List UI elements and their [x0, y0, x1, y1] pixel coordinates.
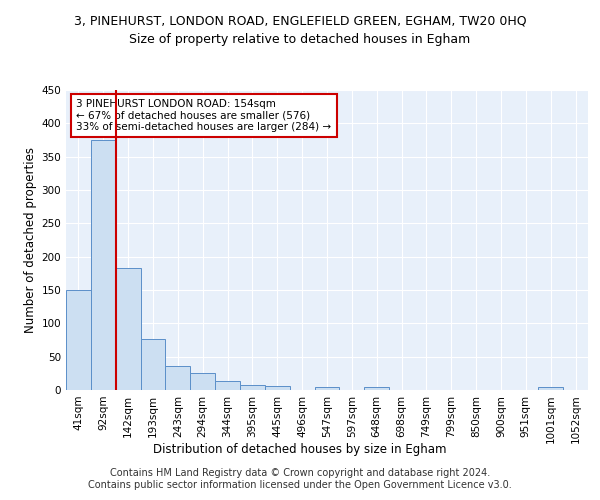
Bar [265, 386, 290, 390]
Bar [538, 388, 563, 390]
Bar [140, 338, 166, 390]
Bar [190, 374, 215, 390]
Bar [364, 388, 389, 390]
Bar [215, 380, 240, 390]
Bar [240, 386, 265, 390]
Text: Size of property relative to detached houses in Egham: Size of property relative to detached ho… [130, 32, 470, 46]
Text: 3, PINEHURST, LONDON ROAD, ENGLEFIELD GREEN, EGHAM, TW20 0HQ: 3, PINEHURST, LONDON ROAD, ENGLEFIELD GR… [74, 15, 526, 28]
Bar [314, 386, 340, 390]
Bar [66, 290, 91, 390]
Bar [116, 268, 140, 390]
Y-axis label: Number of detached properties: Number of detached properties [24, 147, 37, 333]
Text: Distribution of detached houses by size in Egham: Distribution of detached houses by size … [153, 442, 447, 456]
Bar [91, 140, 116, 390]
Text: Contains HM Land Registry data © Crown copyright and database right 2024.
Contai: Contains HM Land Registry data © Crown c… [88, 468, 512, 490]
Bar [166, 366, 190, 390]
Text: 3 PINEHURST LONDON ROAD: 154sqm
← 67% of detached houses are smaller (576)
33% o: 3 PINEHURST LONDON ROAD: 154sqm ← 67% of… [76, 99, 332, 132]
